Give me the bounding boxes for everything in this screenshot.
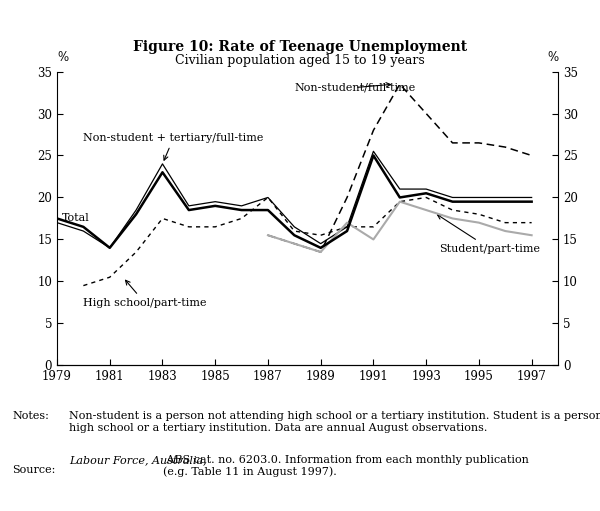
Text: Civilian population aged 15 to 19 years: Civilian population aged 15 to 19 years [175, 55, 425, 67]
Text: Figure 10: Rate of Teenage Unemployment: Figure 10: Rate of Teenage Unemployment [133, 40, 467, 54]
Text: Source:: Source: [12, 465, 55, 475]
Text: Non-student/full-time: Non-student/full-time [295, 83, 416, 92]
Text: Non-student + tertiary/full-time: Non-student + tertiary/full-time [83, 133, 264, 160]
Text: Total: Total [62, 214, 90, 223]
Text: %: % [547, 51, 558, 64]
Text: ABS cat. no. 6203.0. Information from each monthly publication
(e.g. Table 11 in: ABS cat. no. 6203.0. Information from ea… [163, 455, 529, 477]
Text: High school/part-time: High school/part-time [83, 280, 207, 308]
Text: Student/part-time: Student/part-time [437, 215, 541, 253]
Text: Labour Force, Australia,: Labour Force, Australia, [69, 455, 206, 465]
Text: %: % [57, 51, 68, 64]
Text: Non-student is a person not attending high school or a tertiary institution. Stu: Non-student is a person not attending hi… [69, 411, 600, 433]
Text: Notes:: Notes: [12, 411, 49, 422]
